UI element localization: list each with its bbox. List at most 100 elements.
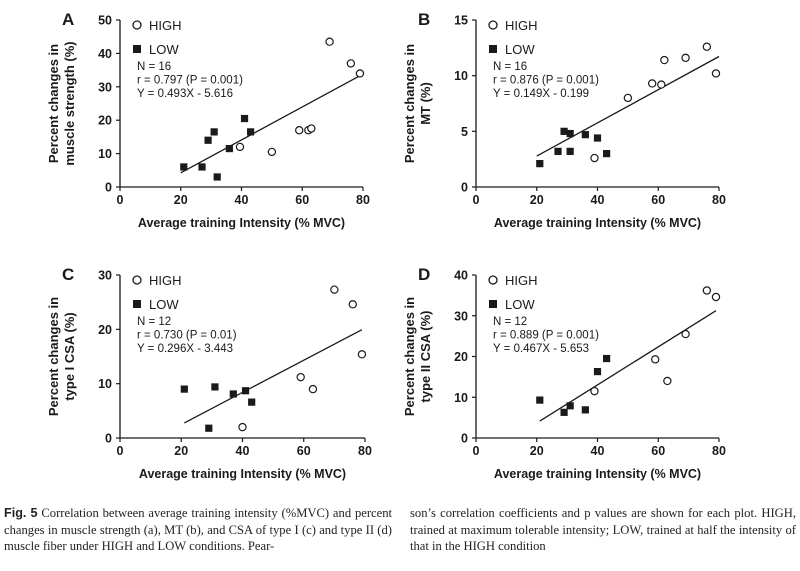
data-point-high (348, 300, 357, 309)
data-point-high (346, 59, 356, 68)
data-point-low (581, 406, 589, 414)
figure-caption-left: Fig. 5 Correlation between average train… (4, 505, 392, 555)
x-tick-label: 40 (591, 444, 605, 458)
y-tick-label: 15 (454, 14, 468, 28)
data-point-high (235, 142, 245, 152)
y-tick-label: 10 (454, 391, 468, 405)
x-tick-label: 20 (530, 193, 544, 207)
data-point-low (213, 173, 221, 181)
data-point-low (180, 385, 188, 393)
y-tick-label: 10 (454, 69, 468, 83)
data-point-high (681, 329, 690, 339)
stats-line: N = 16 (493, 61, 527, 73)
data-point-low (248, 398, 256, 406)
data-point-high (702, 286, 712, 295)
y-axis-title-line: type I CSA (%) (62, 312, 77, 400)
y-tick-label: 40 (454, 269, 468, 283)
data-point-high (711, 292, 721, 302)
legend-label-low: LOW (505, 297, 535, 312)
legend-label-low: LOW (149, 42, 179, 57)
y-tick-label: 30 (98, 80, 112, 94)
figure-caption-continued: son’s correlation coefficients and p val… (410, 506, 796, 553)
y-tick-label: 20 (98, 114, 112, 128)
y-axis-title: Percent changes in MT (%) (402, 44, 433, 163)
data-point-low (603, 354, 611, 363)
legend-label-high: HIGH (505, 273, 538, 288)
data-point-low (566, 402, 574, 410)
x-tick-label: 20 (174, 193, 188, 207)
y-tick-label: 5 (461, 125, 468, 139)
legend-marker-low (133, 300, 141, 308)
stats-line: r = 0.889 (P = 0.001) (493, 330, 599, 342)
data-point-low (593, 367, 602, 376)
chart-panel-d: D 0 20 40 60 80 0 10 20 30 40 Average training Inte… (402, 265, 726, 481)
data-point-high (355, 69, 365, 78)
data-point-high (325, 37, 334, 46)
data-point-high (711, 69, 721, 78)
x-tick-label: 80 (712, 444, 726, 458)
data-point-low (581, 131, 589, 139)
stats-line: r = 0.730 (P = 0.01) (137, 330, 237, 342)
data-point-high (660, 55, 669, 65)
data-point-high (590, 153, 599, 163)
panel-label: B (418, 10, 430, 29)
data-point-low (204, 136, 212, 144)
x-tick-label: 40 (235, 193, 249, 207)
figure-caption-label: Fig. 5 (4, 506, 38, 520)
data-point-high (296, 372, 305, 382)
y-axis-title-line: Percent changes in (46, 297, 61, 416)
x-axis-title: Average training Intensity (% MVC) (494, 216, 701, 230)
data-point-low (536, 160, 544, 168)
y-tick-label: 10 (98, 147, 112, 161)
data-point-low (566, 147, 574, 155)
data-point-low (229, 390, 237, 398)
stats-line: N = 16 (137, 61, 171, 73)
x-axis-title: Average training Intensity (% MVC) (139, 467, 346, 481)
x-tick-label: 80 (358, 444, 372, 458)
stats-line: Y = 0.467X - 5.653 (493, 343, 589, 355)
x-tick-label: 80 (356, 193, 370, 207)
data-point-high (681, 53, 690, 63)
data-point-high (330, 285, 339, 294)
data-point-high (295, 126, 304, 135)
x-tick-label: 0 (117, 444, 124, 458)
stats-line: N = 12 (493, 316, 527, 328)
regression-line (180, 73, 364, 174)
data-point-high (357, 350, 367, 359)
legend-marker-high (132, 275, 142, 285)
x-tick-label: 60 (651, 444, 665, 458)
regression-line (536, 55, 720, 157)
y-tick-label: 0 (461, 432, 468, 446)
x-axis-title: Average training Intensity (% MVC) (494, 467, 701, 481)
data-point-low (241, 387, 250, 395)
legend-marker-high (488, 275, 498, 285)
y-axis-title: Percent changes in type II CSA (%) (402, 297, 433, 416)
legend-marker-high (488, 20, 498, 30)
chart-panel-b: B 0 20 40 60 80 0 5 10 15 Average training Intensi… (402, 10, 726, 230)
data-point-high (590, 386, 599, 396)
y-axis-title-line: Percent changes in (402, 44, 417, 163)
y-tick-label: 30 (98, 269, 112, 283)
data-point-low (560, 408, 568, 416)
legend-marker-low (489, 45, 497, 53)
panel-label: A (62, 10, 74, 29)
legend-label-low: LOW (505, 42, 535, 57)
chart-panel-a: A 0 20 40 60 80 0 10 20 30 40 50 Average training In… (46, 10, 370, 230)
regression-line (184, 329, 363, 424)
data-point-high (702, 42, 712, 51)
y-tick-label: 20 (454, 350, 468, 364)
data-point-low (536, 396, 544, 404)
data-point-low (560, 127, 568, 135)
data-point-low (593, 134, 602, 142)
data-point-high (267, 147, 277, 157)
chart-panel-c: C 0 20 40 60 80 0 10 20 30 Average training Intens… (46, 265, 372, 481)
stats-line: Y = 0.296X - 3.443 (137, 343, 233, 355)
x-tick-label: 0 (473, 444, 480, 458)
x-tick-label: 0 (117, 193, 124, 207)
data-point-low (566, 129, 574, 138)
legend-marker-low (133, 45, 141, 53)
data-point-low (210, 128, 218, 136)
data-point-low (603, 150, 611, 158)
x-tick-label: 60 (297, 444, 311, 458)
data-point-low (554, 147, 562, 155)
